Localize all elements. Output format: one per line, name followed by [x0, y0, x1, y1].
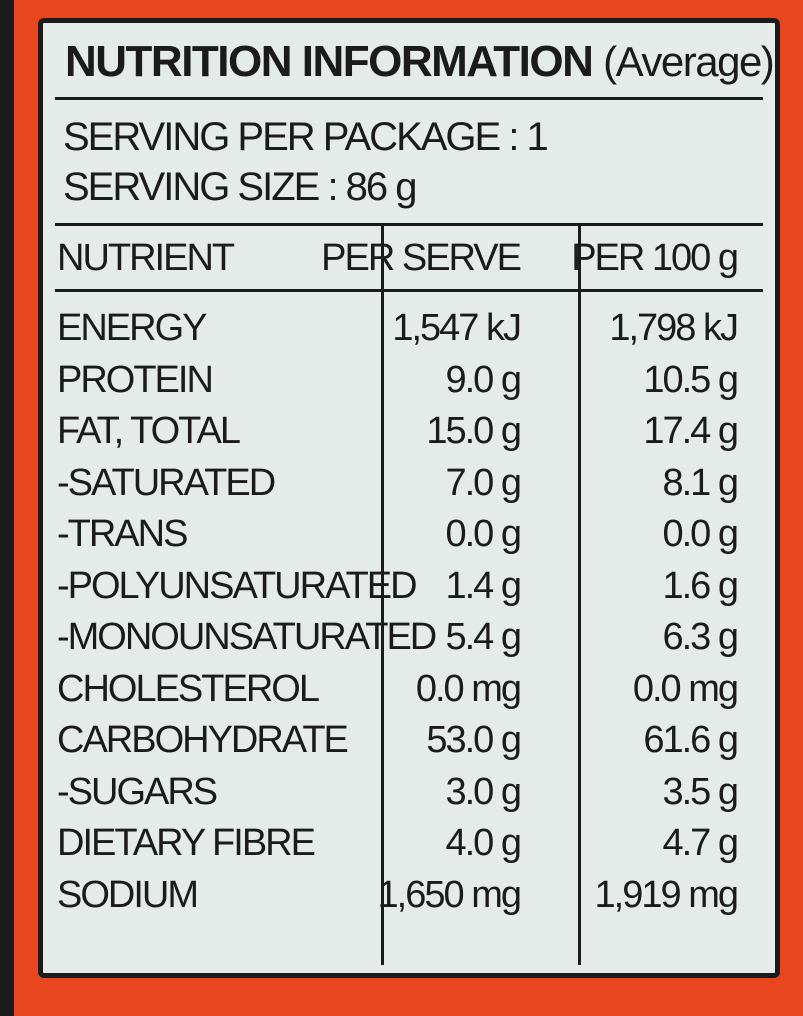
- per-100g: 61.6 g: [643, 719, 739, 761]
- per-serve: 1,547 kJ: [392, 307, 522, 349]
- package-edge: [0, 0, 14, 1016]
- nutrient: FAT, TOTAL: [57, 410, 241, 452]
- per-100g: 1,798 kJ: [609, 307, 739, 349]
- per-100g: 10.5 g: [643, 358, 739, 401]
- title-note: (Average): [603, 38, 775, 85]
- per-serve: 0.0 mg: [415, 667, 522, 710]
- per-serve: 7.0 g: [445, 461, 522, 504]
- nutrient: -MONOUNSATURATED: [57, 616, 437, 658]
- per-100g: 1.6 g: [662, 564, 739, 607]
- per-serve: 5.4 g: [445, 616, 522, 658]
- package-edge: [14, 0, 28, 1016]
- nutrient: PROTEIN: [57, 358, 214, 401]
- per-100g: 0.0 g: [662, 513, 739, 555]
- header-per-100g: PER 100 g: [571, 237, 739, 279]
- nutrient: -SATURATED: [57, 461, 276, 504]
- nutrient: CHOLESTEROL: [57, 667, 320, 710]
- per-100g: 1,919 mg: [594, 873, 739, 916]
- per-serve: 1,650 mg: [377, 873, 522, 916]
- nutrient: -POLYUNSATURATED: [57, 564, 418, 607]
- nutrient: -SUGARS: [57, 770, 218, 813]
- serving-per-package: SERVING PER PACKAGE : 1: [63, 115, 549, 159]
- serving-size: SERVING SIZE : 86 g: [63, 165, 418, 209]
- per-serve: 9.0 g: [445, 358, 522, 401]
- nutrient: CARBOHYDRATE: [57, 719, 349, 761]
- per-100g: 8.1 g: [662, 461, 739, 504]
- per-serve: 0.0 g: [445, 513, 522, 555]
- title: NUTRITION INFORMATION (Average): [65, 37, 775, 87]
- header-per-serve: PER SERVE: [321, 237, 522, 279]
- per-serve: 3.0 g: [445, 770, 522, 813]
- nutrient: ENERGY: [57, 307, 207, 349]
- column-line: [381, 225, 384, 965]
- divider: [55, 223, 763, 226]
- title-text: NUTRITION INFORMATION: [65, 37, 594, 86]
- nutrient: DIETARY FIBRE: [57, 822, 316, 864]
- nutrient: -TRANS: [57, 513, 188, 555]
- per-100g: 3.5 g: [662, 770, 739, 813]
- column-line: [578, 225, 581, 965]
- per-serve: 4.0 g: [445, 822, 522, 864]
- per-serve: 53.0 g: [426, 719, 522, 761]
- per-100g: 4.7 g: [662, 822, 739, 864]
- divider: [55, 97, 763, 100]
- per-100g: 6.3 g: [662, 616, 739, 658]
- per-serve: 1.4 g: [445, 564, 522, 607]
- nutrition-panel: NUTRITION INFORMATION (Average) SERVING …: [38, 18, 780, 978]
- divider: [55, 289, 763, 292]
- header-nutrient: NUTRIENT: [57, 237, 235, 279]
- per-serve: 15.0 g: [426, 410, 522, 452]
- nutrient: SODIUM: [57, 873, 199, 916]
- per-100g: 17.4 g: [643, 410, 739, 452]
- per-100g: 0.0 mg: [632, 667, 739, 710]
